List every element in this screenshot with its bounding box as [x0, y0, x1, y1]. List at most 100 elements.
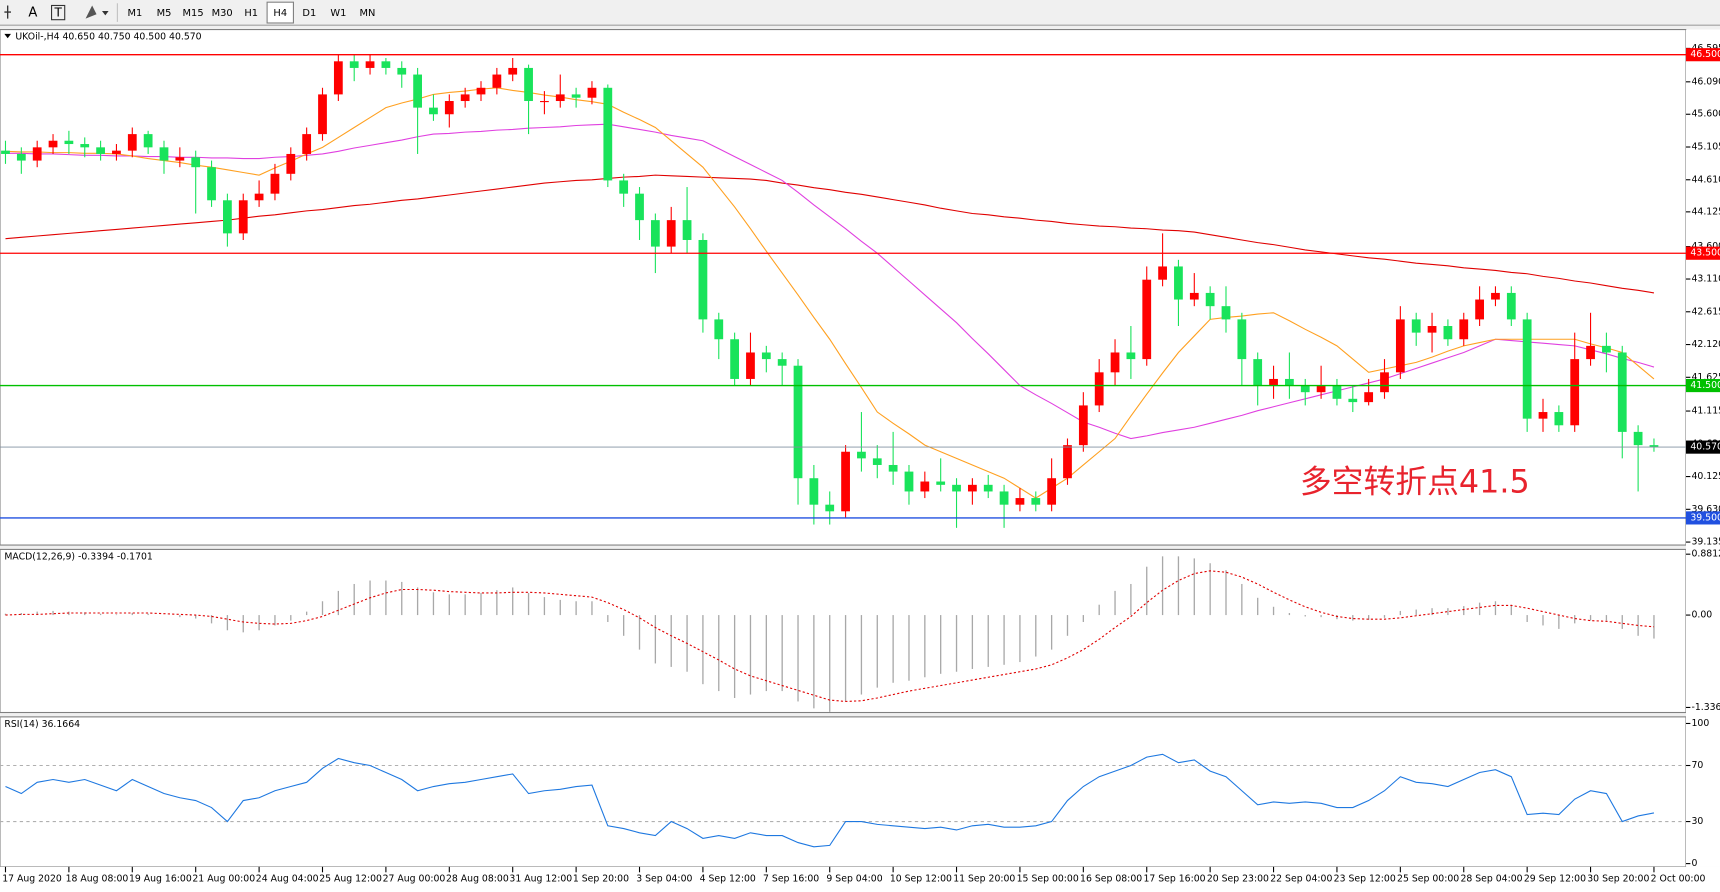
- price-tag: [1685, 379, 1720, 393]
- candle-body: [1522, 319, 1532, 419]
- y-tick-label: 41.625: [1691, 372, 1720, 383]
- y-tick-label: 0.8812: [1691, 549, 1720, 560]
- candle-body: [207, 167, 216, 201]
- candle-body: [1269, 378, 1278, 386]
- timeframe-button[interactable]: H1: [244, 8, 258, 19]
- candle-body: [143, 134, 153, 148]
- candle-body: [540, 101, 549, 103]
- candle-body: [1300, 385, 1310, 393]
- candle-body: [254, 193, 264, 201]
- x-tick-label: 21 Aug 00:00: [192, 873, 255, 884]
- candle-body: [1189, 292, 1199, 300]
- timeframe-button[interactable]: M1: [128, 8, 143, 19]
- x-tick-label: 3 Sep 04:00: [636, 873, 692, 884]
- candle-body: [1380, 372, 1389, 393]
- price-tag-label: 46.500: [1690, 49, 1720, 60]
- x-tick-label: 31 Aug 12:00: [509, 873, 572, 884]
- candle-body: [1427, 326, 1437, 333]
- timeframe-button[interactable]: D1: [302, 8, 316, 19]
- timeframe-button[interactable]: W1: [330, 8, 346, 19]
- x-tick-label: 24 Aug 04:00: [256, 873, 319, 884]
- x-tick-label: 20 Sep 23:00: [1207, 873, 1269, 884]
- x-tick-label: 23 Sep 12:00: [1334, 873, 1396, 884]
- candle-body: [1586, 345, 1595, 360]
- dropdown-icon[interactable]: [102, 10, 109, 16]
- candle-body: [1633, 431, 1643, 446]
- candle-body: [48, 140, 58, 148]
- candle-body: [730, 339, 740, 379]
- candle-body: [809, 478, 819, 505]
- candle-body: [857, 451, 866, 459]
- x-tick-label: 2 Oct 00:00: [1651, 873, 1706, 884]
- candle-body: [1617, 352, 1627, 432]
- timeframe-button[interactable]: M15: [183, 8, 204, 19]
- x-tick-label: 17 Aug 2020: [2, 873, 62, 884]
- candle-body: [286, 153, 296, 174]
- candle-body: [508, 67, 518, 75]
- y-tick-label: 30: [1691, 816, 1703, 827]
- candle-body: [1205, 292, 1215, 307]
- candle-body: [1063, 445, 1072, 479]
- candle-body: [920, 481, 930, 492]
- y-tick-label: 0: [1691, 858, 1697, 869]
- panel-title: RSI(14) 36.1664: [4, 719, 80, 730]
- price-tag-label: 39.500: [1690, 512, 1720, 523]
- x-tick-label: 29 Sep 12:00: [1524, 873, 1586, 884]
- timeframe-button[interactable]: MN: [360, 8, 376, 19]
- candle-body: [1, 150, 10, 154]
- moving-average: [5, 123, 1655, 440]
- candle-body: [1332, 385, 1342, 399]
- candle-body: [1491, 292, 1500, 300]
- candle-body: [429, 107, 438, 115]
- y-tick-label: 43.600: [1691, 241, 1720, 252]
- x-tick-label: 17 Sep 16:00: [1143, 873, 1205, 884]
- x-tick-label: 19 Aug 16:00: [129, 873, 192, 884]
- timeframe-button[interactable]: M30: [212, 8, 233, 19]
- y-tick-label: 45.105: [1691, 142, 1720, 153]
- candle-body: [983, 484, 993, 492]
- tool-button[interactable]: T: [53, 6, 62, 20]
- candle-body: [619, 180, 629, 194]
- candle-body: [1411, 319, 1421, 333]
- candle-body: [1316, 385, 1326, 393]
- shapes-icon[interactable]: [85, 5, 97, 19]
- price-tag: [1685, 511, 1720, 525]
- candle-body: [1285, 378, 1294, 386]
- candle-body: [555, 94, 565, 102]
- candle-body: [999, 491, 1009, 505]
- candle-body: [603, 87, 613, 181]
- candle-body: [1237, 319, 1247, 360]
- candle-body: [112, 150, 121, 154]
- candle-body: [698, 239, 708, 320]
- y-tick-label: 39.135: [1691, 537, 1720, 548]
- candle-body: [365, 61, 375, 68]
- y-tick-label: 46.090: [1691, 76, 1720, 87]
- crosshair-icon[interactable]: [4, 5, 11, 19]
- candle-body: [952, 484, 961, 492]
- x-tick-label: 25 Sep 00:00: [1397, 873, 1459, 884]
- timeframe-button[interactable]: M5: [157, 8, 172, 19]
- y-tick-label: 44.125: [1691, 206, 1720, 217]
- candle-body: [444, 101, 454, 115]
- candle-body: [1094, 372, 1104, 406]
- candle-body: [397, 67, 407, 75]
- candle-body: [1253, 359, 1263, 386]
- candle-body: [223, 200, 232, 234]
- x-tick-label: 4 Sep 12:00: [700, 873, 756, 884]
- x-tick-label: 25 Aug 12:00: [319, 873, 382, 884]
- moving-average: [5, 87, 1655, 499]
- x-tick-label: 10 Sep 12:00: [890, 873, 952, 884]
- x-tick-label: 28 Aug 08:00: [446, 873, 509, 884]
- candle-body: [127, 134, 137, 151]
- candle-body: [159, 147, 169, 161]
- x-tick-label: 18 Aug 08:00: [66, 873, 129, 884]
- candle-body: [80, 144, 90, 148]
- candle-body: [1364, 392, 1374, 403]
- timeframe-button[interactable]: H4: [273, 8, 287, 19]
- x-tick-label: 9 Sep 04:00: [826, 873, 882, 884]
- tool-button[interactable]: A: [28, 6, 37, 21]
- candle-body: [1459, 319, 1469, 340]
- tool-frame: [51, 4, 66, 21]
- x-tick-label: 11 Sep 20:00: [953, 873, 1015, 884]
- candle-body: [349, 61, 359, 68]
